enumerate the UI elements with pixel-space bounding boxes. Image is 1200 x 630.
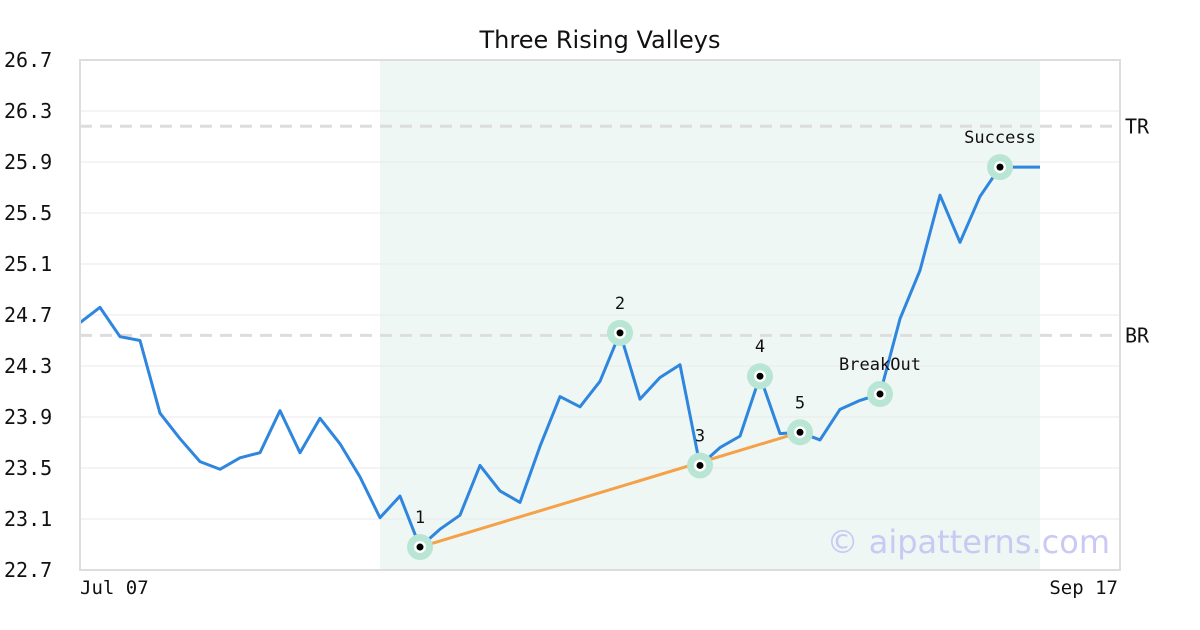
marker-dot <box>756 372 764 380</box>
y-tick-label: 26.3 <box>4 99 52 123</box>
chart-title: Three Rising Valleys <box>478 26 720 54</box>
point-label-success: Success <box>964 128 1036 148</box>
point-label-5: 5 <box>795 393 805 413</box>
y-tick-label: 24.3 <box>4 354 52 378</box>
y-tick-label: 23.1 <box>4 507 52 531</box>
watermark: © aipatterns.com <box>827 523 1110 561</box>
marker-dot <box>796 428 804 436</box>
level-label-br: BR <box>1125 323 1150 347</box>
point-label-2: 2 <box>615 294 625 314</box>
y-tick-label: 22.7 <box>4 558 52 582</box>
y-tick-label: 25.5 <box>4 201 52 225</box>
point-label-4: 4 <box>755 337 765 357</box>
plot-area: 26.7 26.3 25.9 25.5 25.1 24.7 24.3 23.9 23.5 23.1… <box>4 48 1150 599</box>
x-tick-label: Sep 17 <box>1049 577 1118 599</box>
y-tick-label: 26.7 <box>4 48 52 72</box>
point-label-1: 1 <box>415 508 425 528</box>
y-tick-label: 25.9 <box>4 150 52 174</box>
marker-dot <box>616 329 624 337</box>
y-tick-label: 25.1 <box>4 252 52 276</box>
x-tick-label: Jul 07 <box>80 577 149 599</box>
y-tick-label: 23.5 <box>4 456 52 480</box>
level-label-tr: TR <box>1125 114 1150 138</box>
y-tick-label: 23.9 <box>4 405 52 429</box>
marker-dot <box>416 543 424 551</box>
plot-frame <box>79 59 1121 571</box>
y-tick-label: 24.7 <box>4 303 52 327</box>
rising-valleys-line <box>419 430 801 549</box>
point-label-3: 3 <box>695 426 705 446</box>
point-label-breakout: BreakOut <box>839 355 921 375</box>
marker-dot <box>696 461 704 469</box>
marker-dot <box>876 390 884 398</box>
marker-dot <box>996 163 1004 171</box>
